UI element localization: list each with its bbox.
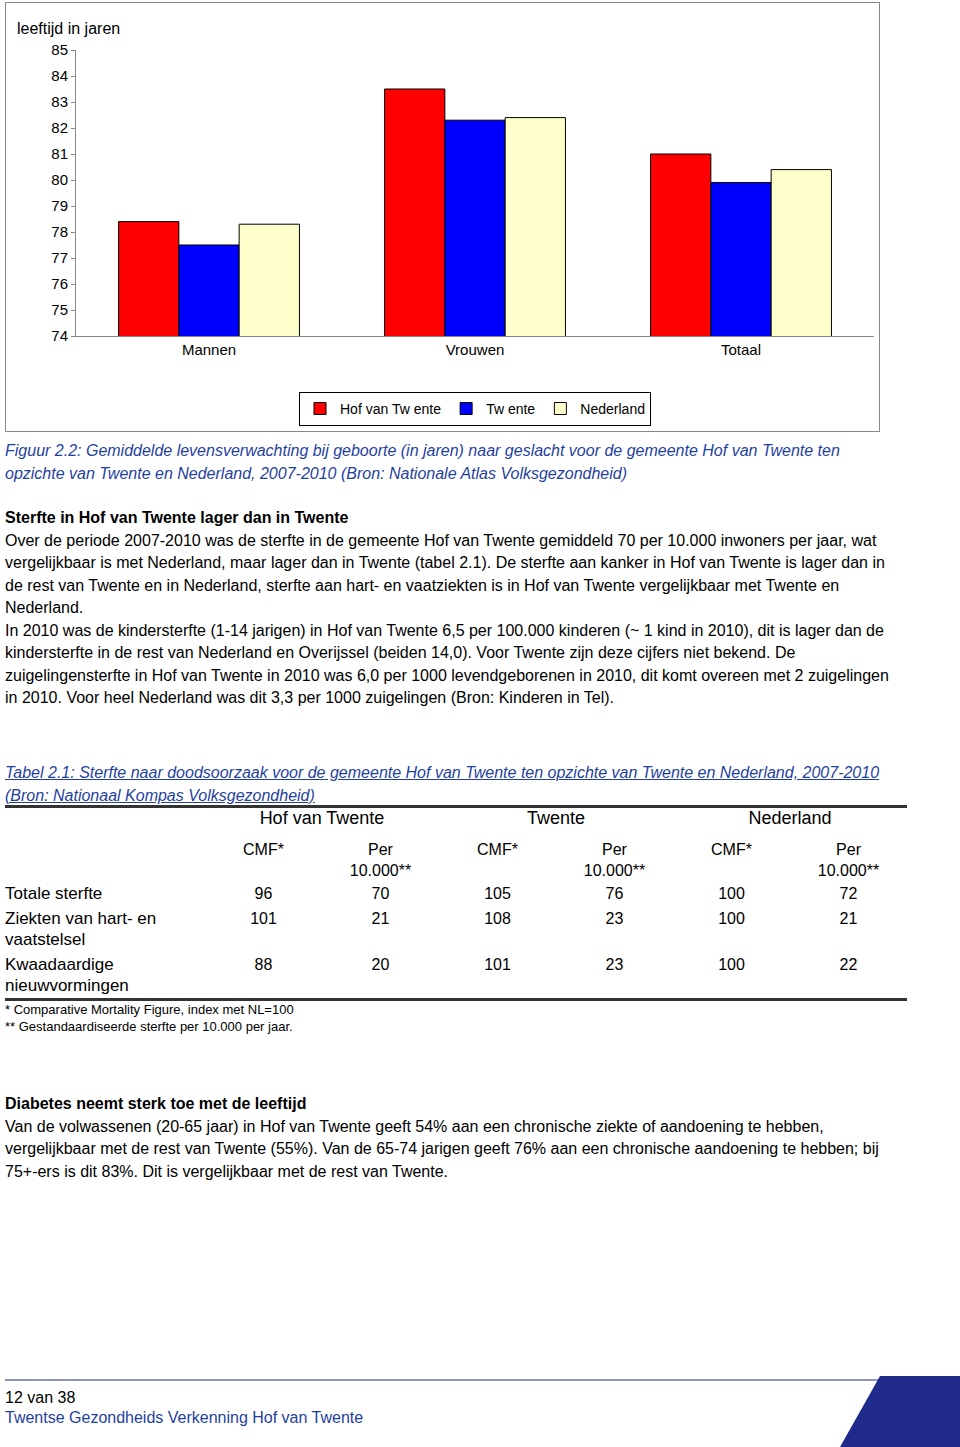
html-text:Sterfte in Hof van Twente lage: Sterfte in Hof van Twente lager dan in T…	[5, 509, 349, 526]
svg-text:82: 82	[51, 119, 68, 136]
svg-text:75: 75	[51, 301, 68, 318]
svg-text:78: 78	[51, 223, 68, 240]
html-text:Ziekten van hart- en vaatstels: Ziekten van hart- en vaatstelsel	[5, 909, 157, 949]
html-text:CMF*: CMF*	[477, 841, 518, 858]
html-text:105: 105	[484, 885, 511, 902]
html-text:** Gestandaardiseerde sterfte: ** Gestandaardiseerde sterfte per 10.000…	[5, 1019, 293, 1034]
html-text:Figuur 2.2: Gemiddelde levensv: Figuur 2.2: Gemiddelde levensverwachting…	[5, 442, 840, 482]
html-text:76: 76	[605, 885, 624, 902]
html-text:Van de volwassenen (20-65 jaar: Van de volwassenen (20-65 jaar) in Hof v…	[5, 1117, 879, 1180]
html-text:Per 10.000**: Per 10.000**	[583, 841, 646, 879]
svg-text:77: 77	[51, 249, 68, 266]
html-text:20: 20	[371, 956, 390, 973]
html-text:* Comparative Mortality Figure: * Comparative Mortality Figure, index me…	[5, 1002, 294, 1017]
html-text:23: 23	[605, 910, 624, 927]
html-text:Tabel 2.1: Sterfte naar doodso: Tabel 2.1: Sterfte naar doodsoorzaak voo…	[5, 764, 879, 804]
svg-text:leeftijd in jaren: leeftijd in jaren	[17, 20, 120, 37]
html-text:21: 21	[839, 910, 858, 927]
html-text:88: 88	[254, 956, 273, 973]
html-text:100: 100	[718, 956, 745, 973]
html-text:In 2010 was de kindersterfte (: In 2010 was de kindersterfte (1-14 jarig…	[5, 621, 889, 706]
html-text:72: 72	[839, 885, 858, 902]
html-text:Diabetes neemt sterk toe met d: Diabetes neemt sterk toe met de leeftijd	[5, 1095, 307, 1112]
html-text:Kwaadaardige nieuwvormingen: Kwaadaardige nieuwvormingen	[5, 955, 129, 995]
svg-text:83: 83	[51, 93, 68, 110]
html-text:21: 21	[371, 910, 390, 927]
svg-text:80: 80	[51, 171, 68, 188]
svg-text:Mannen: Mannen	[182, 341, 236, 358]
svg-text:74: 74	[51, 327, 68, 344]
svg-text:84: 84	[51, 67, 68, 84]
html-text:23: 23	[605, 956, 624, 973]
html-text:Totale sterfte: Totale sterfte	[5, 884, 103, 903]
svg-text:Totaal: Totaal	[721, 341, 761, 358]
html-text:Hof van Twente: Hof van Twente	[259, 808, 385, 828]
html-text:100: 100	[718, 885, 745, 902]
html-text:CMF*: CMF*	[243, 841, 284, 858]
svg-text:85: 85	[51, 41, 68, 58]
html-text:Per 10.000**: Per 10.000**	[349, 841, 412, 879]
html-text:CMF*: CMF*	[711, 841, 752, 858]
html-text:12 van 38: 12 van 38	[5, 1389, 76, 1406]
html-text:Per 10.000**: Per 10.000**	[817, 841, 880, 879]
html-text:Over de periode 2007-2010 was: Over de periode 2007-2010 was de sterfte…	[5, 531, 885, 616]
svg-text:76: 76	[51, 275, 68, 292]
html-text:100: 100	[718, 910, 745, 927]
html-text:101: 101	[484, 956, 511, 973]
svg-text:Nederland: Nederland	[580, 401, 645, 417]
html-text:Twente: Twente	[527, 808, 585, 828]
html-text:96: 96	[254, 885, 273, 902]
html-text:108: 108	[484, 910, 511, 927]
svg-text:79: 79	[51, 197, 68, 214]
svg-text:Vrouwen: Vrouwen	[446, 341, 505, 358]
html-text:101: 101	[250, 910, 277, 927]
html-text:Twentse Gezondheids Verkenning: Twentse Gezondheids Verkenning Hof van T…	[5, 1409, 364, 1426]
html-text:22: 22	[839, 956, 858, 973]
svg-text:Tw ente: Tw ente	[486, 401, 535, 417]
svg-text:Hof van Tw ente: Hof van Tw ente	[340, 401, 441, 417]
html-text:Nederland: Nederland	[748, 808, 832, 828]
svg-text:81: 81	[51, 145, 68, 162]
html-text:70: 70	[371, 885, 390, 902]
